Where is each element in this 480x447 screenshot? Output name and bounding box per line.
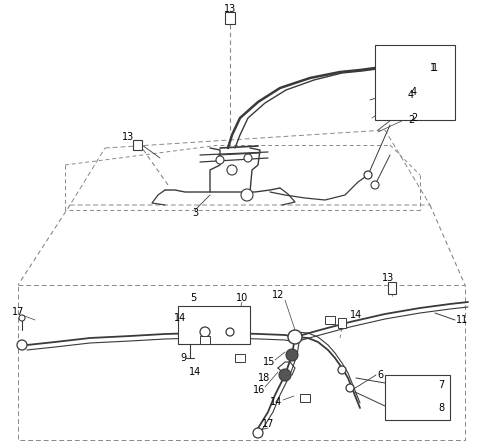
Circle shape	[346, 384, 354, 392]
Bar	[133, 140, 142, 150]
Text: 14: 14	[174, 313, 186, 323]
Circle shape	[253, 428, 263, 438]
Text: 5: 5	[190, 293, 196, 303]
Text: 11: 11	[456, 315, 468, 325]
Circle shape	[279, 369, 291, 381]
Text: 4: 4	[408, 90, 414, 100]
Circle shape	[244, 154, 252, 162]
Text: 13: 13	[382, 273, 394, 283]
Bar	[300, 394, 310, 402]
Bar	[235, 354, 245, 362]
Text: 1: 1	[432, 63, 438, 73]
Bar	[388, 282, 396, 294]
Text: 14: 14	[350, 310, 362, 320]
Circle shape	[216, 156, 224, 164]
Bar	[325, 316, 335, 324]
Circle shape	[286, 349, 298, 361]
Text: 18: 18	[258, 373, 270, 383]
Circle shape	[288, 330, 302, 344]
Text: 6: 6	[377, 370, 383, 380]
Text: 7: 7	[438, 380, 444, 390]
Text: 14: 14	[270, 397, 282, 407]
Circle shape	[364, 171, 372, 179]
Bar	[375, 45, 455, 120]
Text: 16: 16	[253, 385, 265, 395]
Text: 1: 1	[430, 63, 436, 73]
Bar	[178, 306, 250, 344]
Text: 15: 15	[263, 357, 275, 367]
Text: 4: 4	[411, 87, 417, 97]
Text: 10: 10	[236, 293, 248, 303]
Text: 13: 13	[224, 4, 236, 14]
Bar	[225, 12, 235, 24]
Bar	[200, 336, 210, 344]
Text: 8: 8	[438, 403, 444, 413]
Circle shape	[371, 181, 379, 189]
Text: 14: 14	[189, 367, 201, 377]
Text: 13: 13	[122, 132, 134, 142]
Text: 2: 2	[411, 113, 417, 123]
Text: 9: 9	[180, 353, 186, 363]
Circle shape	[338, 366, 346, 374]
Text: 17: 17	[12, 307, 24, 317]
Circle shape	[17, 340, 27, 350]
Circle shape	[226, 328, 234, 336]
Bar	[338, 318, 346, 328]
Text: 2: 2	[408, 115, 414, 125]
Circle shape	[19, 315, 25, 321]
Text: 3: 3	[192, 208, 198, 218]
Circle shape	[227, 165, 237, 175]
Circle shape	[241, 189, 253, 201]
Circle shape	[200, 327, 210, 337]
Bar	[385, 375, 450, 420]
Text: 17: 17	[262, 419, 274, 429]
Text: 12: 12	[272, 290, 284, 300]
